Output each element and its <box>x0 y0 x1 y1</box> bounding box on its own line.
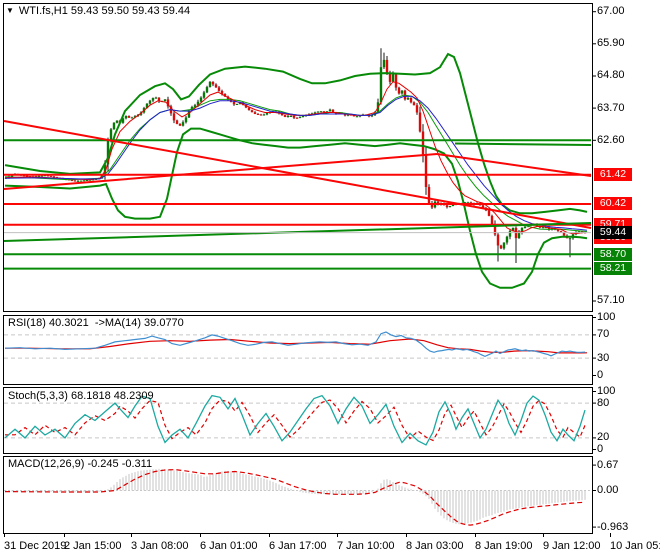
time-axis-label: 8 Jan 03:00 <box>406 540 464 552</box>
bollinger-bands <box>4 52 588 289</box>
price-axis-label: 64.80 <box>597 69 625 82</box>
candlesticks <box>4 48 587 263</box>
rsi-axis-label: 30 <box>597 351 610 364</box>
support-resistance-levels[interactable] <box>4 139 591 270</box>
time-axis-label: 7 Jan 10:00 <box>337 540 395 552</box>
time-axis-label: 31 Dec 2019 <box>4 540 67 552</box>
macd-axis-label: 0.67 <box>597 458 619 471</box>
stoch-axis-label: 100 <box>597 385 616 397</box>
rsi-axis-label: 70 <box>597 328 610 341</box>
macd-indicator-label: MACD(12,26,9) -0.245 -0.311 <box>8 458 153 470</box>
stoch-axis-label: 0 <box>597 443 604 455</box>
stoch-axis-label: 20 <box>597 431 610 444</box>
price-axis-label: 67.00 <box>597 5 625 18</box>
price-axis-label: 63.70 <box>597 101 625 114</box>
stochastic-panel[interactable] <box>4 394 591 446</box>
time-axis-label: 6 Jan 01:00 <box>200 540 258 552</box>
price-level-tag: 61.42 <box>594 168 632 182</box>
ohlc-values: 59.43 59.50 59.43 59.44 <box>70 5 191 17</box>
symbol-timeframe-label: WTI.fs,H1 <box>18 5 68 17</box>
panel-borders <box>3 3 593 534</box>
rsi-panel[interactable] <box>4 331 591 359</box>
macd-panel[interactable] <box>4 468 591 526</box>
rsi-axis-label: 0 <box>597 369 604 381</box>
price-level-tag: 60.42 <box>594 197 632 211</box>
rsi-indicator-label: RSI(18) 40.3021 ->MA(14) 39.0770 <box>8 317 184 329</box>
price-level-tag-partial: 59.30 <box>594 239 632 244</box>
time-axis-label: 8 Jan 19:00 <box>475 540 533 552</box>
time-axis-label: 3 Jan 08:00 <box>131 540 189 552</box>
stoch-axis-label: 80 <box>597 396 610 409</box>
macd-axis-label: -0.963 <box>597 520 629 533</box>
axis-ticks <box>4 11 611 537</box>
time-axis-label: 2 Jan 15:00 <box>64 540 122 552</box>
trendlines[interactable] <box>3 120 592 242</box>
macd-axis-label: 0.00 <box>597 484 619 496</box>
rsi-axis-label: 100 <box>597 311 616 323</box>
time-axis-label: 6 Jan 17:00 <box>269 540 327 552</box>
price-axis-label: 65.90 <box>597 37 625 50</box>
price-axis-label: 62.60 <box>597 133 625 146</box>
stoch-indicator-label: Stoch(5,3,3) 68.1818 48.2309 <box>8 390 154 402</box>
chart-title: ▼ WTI.fs,H1 59.43 59.50 59.43 59.44 <box>6 5 190 17</box>
price-level-tag: 58.70 <box>594 247 632 261</box>
chart-dropdown-icon[interactable]: ▼ <box>6 6 14 15</box>
price-level-tag: 59.44 <box>594 226 632 240</box>
price-axis-label: 57.10 <box>597 294 625 307</box>
price-level-tag: 58.21 <box>594 262 632 276</box>
time-axis-label: 9 Jan 12:00 <box>543 540 601 552</box>
time-axis-label: 10 Jan 05:00 <box>610 540 660 552</box>
